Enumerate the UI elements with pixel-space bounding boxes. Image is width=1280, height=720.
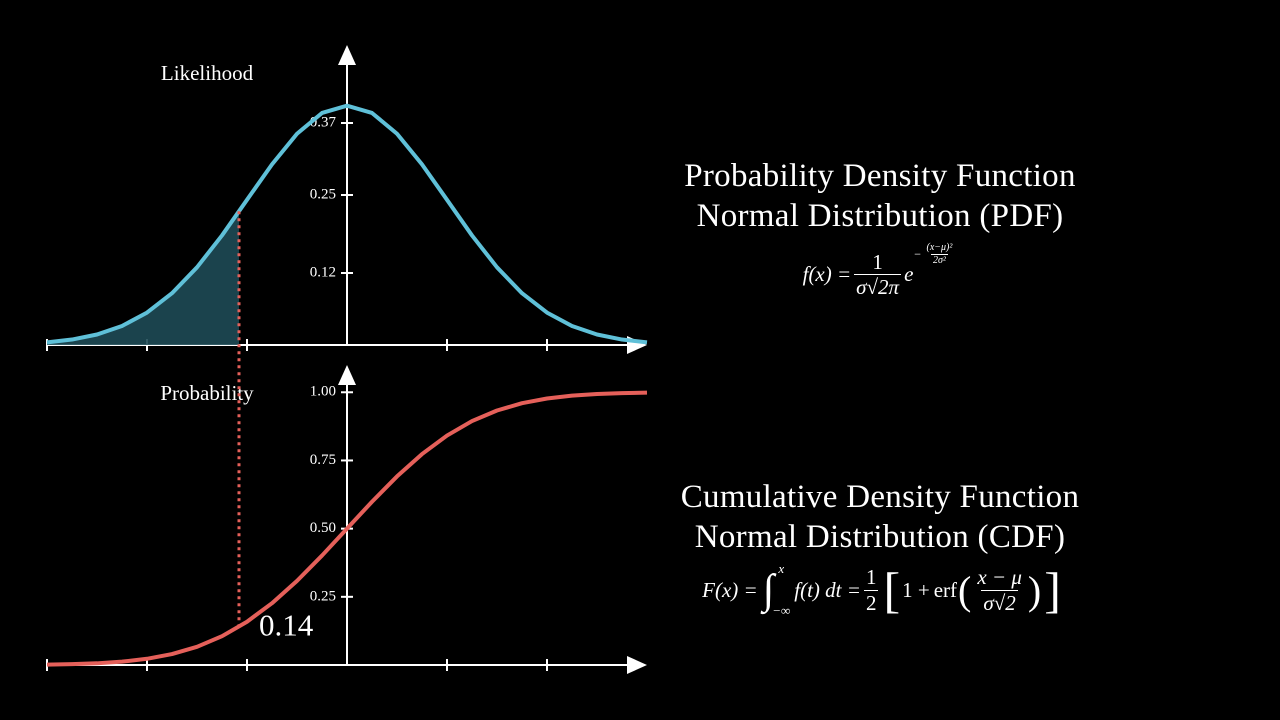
exp-denominator: 2σ²	[930, 253, 948, 266]
y-tick-label: 0.12	[310, 264, 336, 280]
cdf-title: Cumulative Density Function	[680, 479, 1080, 515]
y-tick-label: 1.00	[310, 384, 336, 400]
numerator: x − μ	[977, 565, 1022, 590]
curve	[46, 390, 648, 667]
paren: (	[958, 567, 972, 613]
y-tick-label: 0.75	[310, 452, 336, 468]
y-tick-label: 0.37	[310, 114, 337, 130]
upper-limit: x	[778, 561, 785, 576]
marker-value: 0.14	[259, 607, 314, 642]
exp-fraction: (x−μ)² 2σ²	[925, 242, 955, 266]
cdf-formula: F(x) = ∫ x −∞ f(t) dt = 1 2 [ 1 + erf ( …	[580, 561, 1180, 619]
y-axis-arrow	[338, 365, 356, 385]
y-tick-label: 0.50	[310, 520, 336, 536]
formula-lhs: f(x) =	[802, 262, 852, 287]
half: 1 2	[863, 565, 879, 615]
exp-sign: −	[913, 246, 922, 261]
bracket: [	[883, 562, 901, 618]
shaded-area	[47, 211, 239, 345]
denominator: σ√2π	[854, 274, 902, 300]
numerator: 1	[872, 250, 883, 274]
exponent: − (x−μ)² 2σ²	[913, 242, 957, 266]
erf: erf	[933, 577, 957, 602]
fraction: x − μ σ√2	[975, 565, 1024, 614]
pdf-panel: Probability Density Function Normal Dist…	[580, 156, 1180, 299]
numerator: 1	[865, 565, 877, 590]
integral: ∫ x −∞	[763, 561, 795, 619]
integral-limits: x −∞	[772, 561, 790, 619]
cdf-panel: Cumulative Density Function Normal Distr…	[580, 477, 1180, 619]
exp-base: e	[904, 262, 914, 287]
lower-limit: −∞	[772, 603, 791, 618]
integral-sign: ∫	[762, 567, 775, 613]
one-plus: 1 +	[902, 577, 930, 602]
bracket: ]	[1044, 562, 1061, 618]
pdf-formula: f(x) = 1 σ√2π e − (x−μ)² 2σ²	[580, 242, 1180, 300]
fraction: 1 σ√2π	[854, 250, 902, 300]
denominator: σ√2	[981, 589, 1018, 615]
formula-lhs: F(x) =	[702, 577, 758, 602]
y-axis-label: Likelihood	[161, 61, 254, 85]
x-axis-arrow	[627, 656, 647, 674]
paren: )	[1027, 567, 1042, 613]
pdf-title: Probability Density Function	[684, 158, 1076, 194]
pdf-subtitle: Normal Distribution (PDF)	[696, 198, 1064, 234]
y-tick-label: 0.25	[310, 588, 336, 604]
exp-numerator: (x−μ)²	[926, 242, 953, 253]
y-tick-label: 0.25	[310, 186, 336, 202]
y-axis-arrow	[338, 45, 356, 65]
curve	[46, 103, 648, 345]
cdf-subtitle: Normal Distribution (CDF)	[694, 519, 1066, 555]
integrand: f(t) dt =	[794, 577, 861, 602]
denominator: 2	[863, 589, 879, 615]
